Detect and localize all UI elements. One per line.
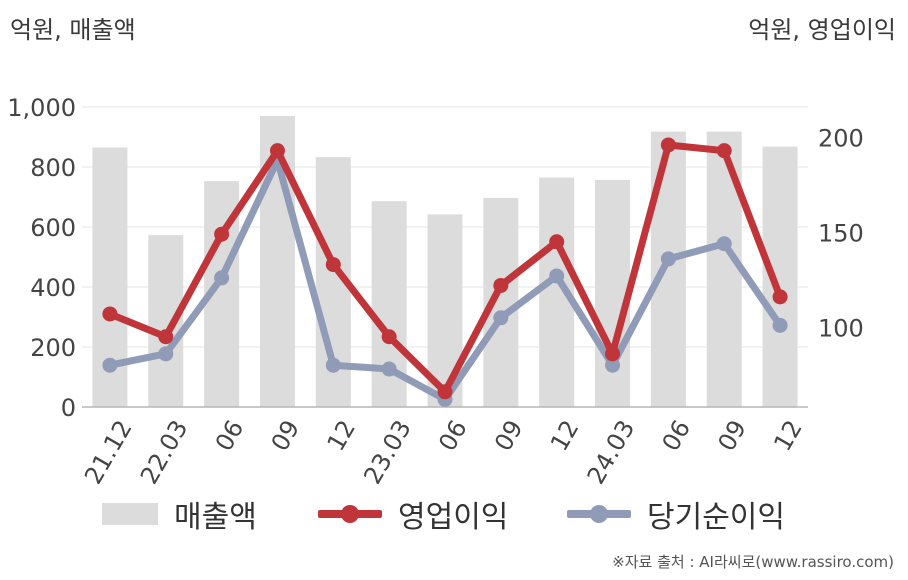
- net-income-point: [381, 361, 397, 377]
- x-tick-label: 09: [489, 415, 529, 455]
- operating-profit-point: [493, 277, 509, 293]
- net-income-point: [214, 270, 230, 286]
- operating-profit-point: [660, 137, 676, 153]
- right-axis-unit: 억원, 영업이익: [748, 16, 896, 44]
- x-tick-label: 09: [712, 415, 752, 455]
- net-income-point: [716, 236, 732, 252]
- bar-13: [762, 146, 798, 407]
- operating-profit-point: [605, 346, 621, 362]
- x-tick-label: 06: [433, 415, 473, 455]
- left-tick-label: 200: [30, 334, 76, 362]
- operating-profit-point: [325, 257, 341, 273]
- legend-swatch-net-income: [567, 503, 631, 525]
- right-tick-label: 100: [818, 314, 864, 342]
- legend-item-operating-profit: 영업이익: [318, 492, 508, 536]
- net-income-point: [772, 317, 788, 333]
- right-tick-label: 200: [818, 124, 864, 152]
- net-income-point: [549, 268, 565, 284]
- left-tick-label: 1,000: [7, 94, 76, 122]
- operating-profit-point: [214, 226, 230, 242]
- operating-profit-point: [102, 306, 118, 322]
- operating-profit-point: [158, 329, 174, 345]
- operating-profit-point: [772, 289, 788, 305]
- legend-item-net-income: 당기순이익: [567, 492, 785, 536]
- bar-11: [650, 131, 686, 407]
- left-tick-label: 0: [61, 394, 76, 422]
- left-tick-label: 400: [30, 274, 76, 302]
- net-income-point: [493, 310, 509, 326]
- x-tick-label: 06: [210, 415, 250, 455]
- operating-profit-point: [437, 384, 453, 400]
- x-tick-label: 12: [768, 415, 808, 455]
- left-axis-unit: 억원, 매출액: [10, 16, 136, 44]
- net-income-point: [102, 357, 118, 373]
- x-tick-label: 12: [545, 415, 585, 455]
- legend-label-operating-profit: 영업이익: [398, 500, 509, 535]
- legend-swatch-revenue: [102, 503, 158, 525]
- operating-profit-point: [381, 329, 397, 345]
- bar-12: [706, 131, 742, 407]
- x-tick-label: 21.12: [79, 415, 138, 489]
- net-income-point: [325, 357, 341, 373]
- legend-label-revenue: 매출액: [174, 500, 257, 535]
- x-tick-label: 12: [322, 415, 362, 455]
- legend-label-net-income: 당기순이익: [647, 500, 785, 535]
- net-income-point: [158, 346, 174, 362]
- operating-profit-point: [549, 234, 565, 250]
- bar-10: [595, 179, 631, 407]
- x-tick-label: 22.03: [135, 415, 194, 489]
- x-tick-label: 06: [657, 415, 697, 455]
- operating-profit-point: [269, 143, 285, 159]
- x-tick-label: 09: [266, 415, 306, 455]
- left-tick-label: 800: [30, 154, 76, 182]
- source-note: ※자료 출처 : AI라씨로(www.rassiro.com): [612, 553, 894, 571]
- legend: 매출액 영업이익 당기순이익: [0, 492, 908, 536]
- left-tick-label: 600: [30, 214, 76, 242]
- operating-profit-point: [716, 143, 732, 159]
- net-income-point: [605, 357, 621, 373]
- legend-item-revenue: 매출액: [102, 492, 257, 536]
- x-tick-label: 23.03: [358, 415, 417, 489]
- x-tick-label: 24.03: [582, 415, 641, 489]
- legend-swatch-operating-profit: [318, 503, 382, 525]
- right-tick-label: 150: [818, 219, 864, 247]
- net-income-point: [660, 251, 676, 267]
